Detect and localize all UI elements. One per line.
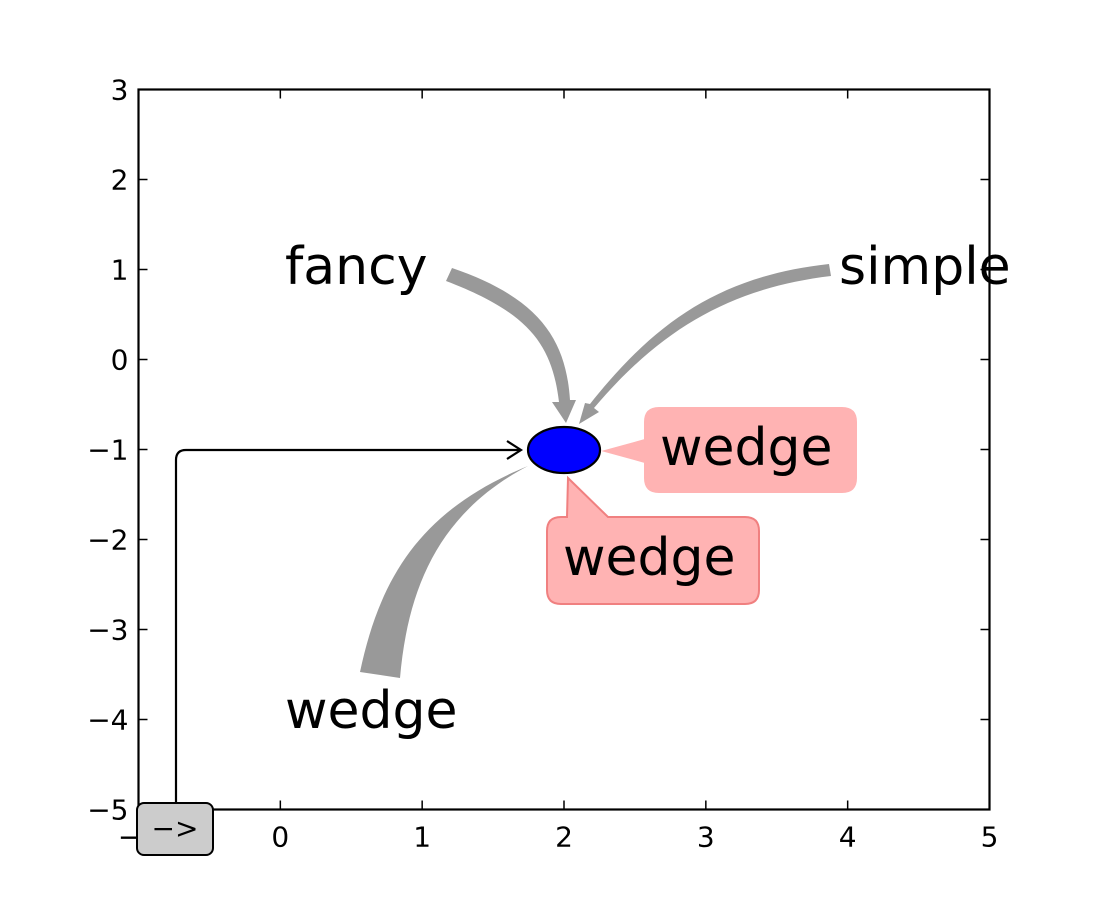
angle-arrow-head (506, 440, 524, 460)
wedge-callout-right-label: wedge (660, 418, 833, 478)
x-tick-label: 0 (271, 821, 289, 854)
x-tick-label: 5 (981, 821, 999, 854)
wedge-label: wedge (285, 681, 458, 741)
y-tick-label: −4 (87, 704, 128, 737)
y-tick-label: 0 (111, 344, 129, 377)
y-tick-label: −2 (87, 524, 128, 557)
y-tick-label: 1 (111, 254, 129, 287)
simple-label: simple (839, 237, 1011, 297)
wedge-callout-below-label: wedge (563, 528, 736, 588)
wedge-callout-below (546, 475, 760, 605)
fancy-label: fancy (285, 237, 428, 297)
simple-arrow (579, 264, 831, 424)
arrow-label-box (136, 802, 214, 856)
arrow-label: −> (152, 812, 199, 845)
wedge-callout-right (601, 407, 857, 493)
y-tick-label: −3 (87, 614, 128, 647)
x-tick-label: 3 (697, 821, 715, 854)
plot-frame (137, 88, 991, 811)
y-tick-label: −1 (87, 434, 128, 467)
fancy-arrow (446, 268, 576, 423)
x-tick-label: 2 (555, 821, 573, 854)
y-tick-label: 3 (111, 74, 129, 107)
y-tick-label: 2 (111, 164, 129, 197)
x-tick-label: 1 (413, 821, 431, 854)
y-tick-label: −5 (87, 794, 128, 827)
blue-ellipse-marker (526, 425, 602, 475)
x-tick-label: 4 (839, 821, 857, 854)
wedge-arrow (360, 466, 528, 678)
angle-arrow (174, 448, 520, 806)
